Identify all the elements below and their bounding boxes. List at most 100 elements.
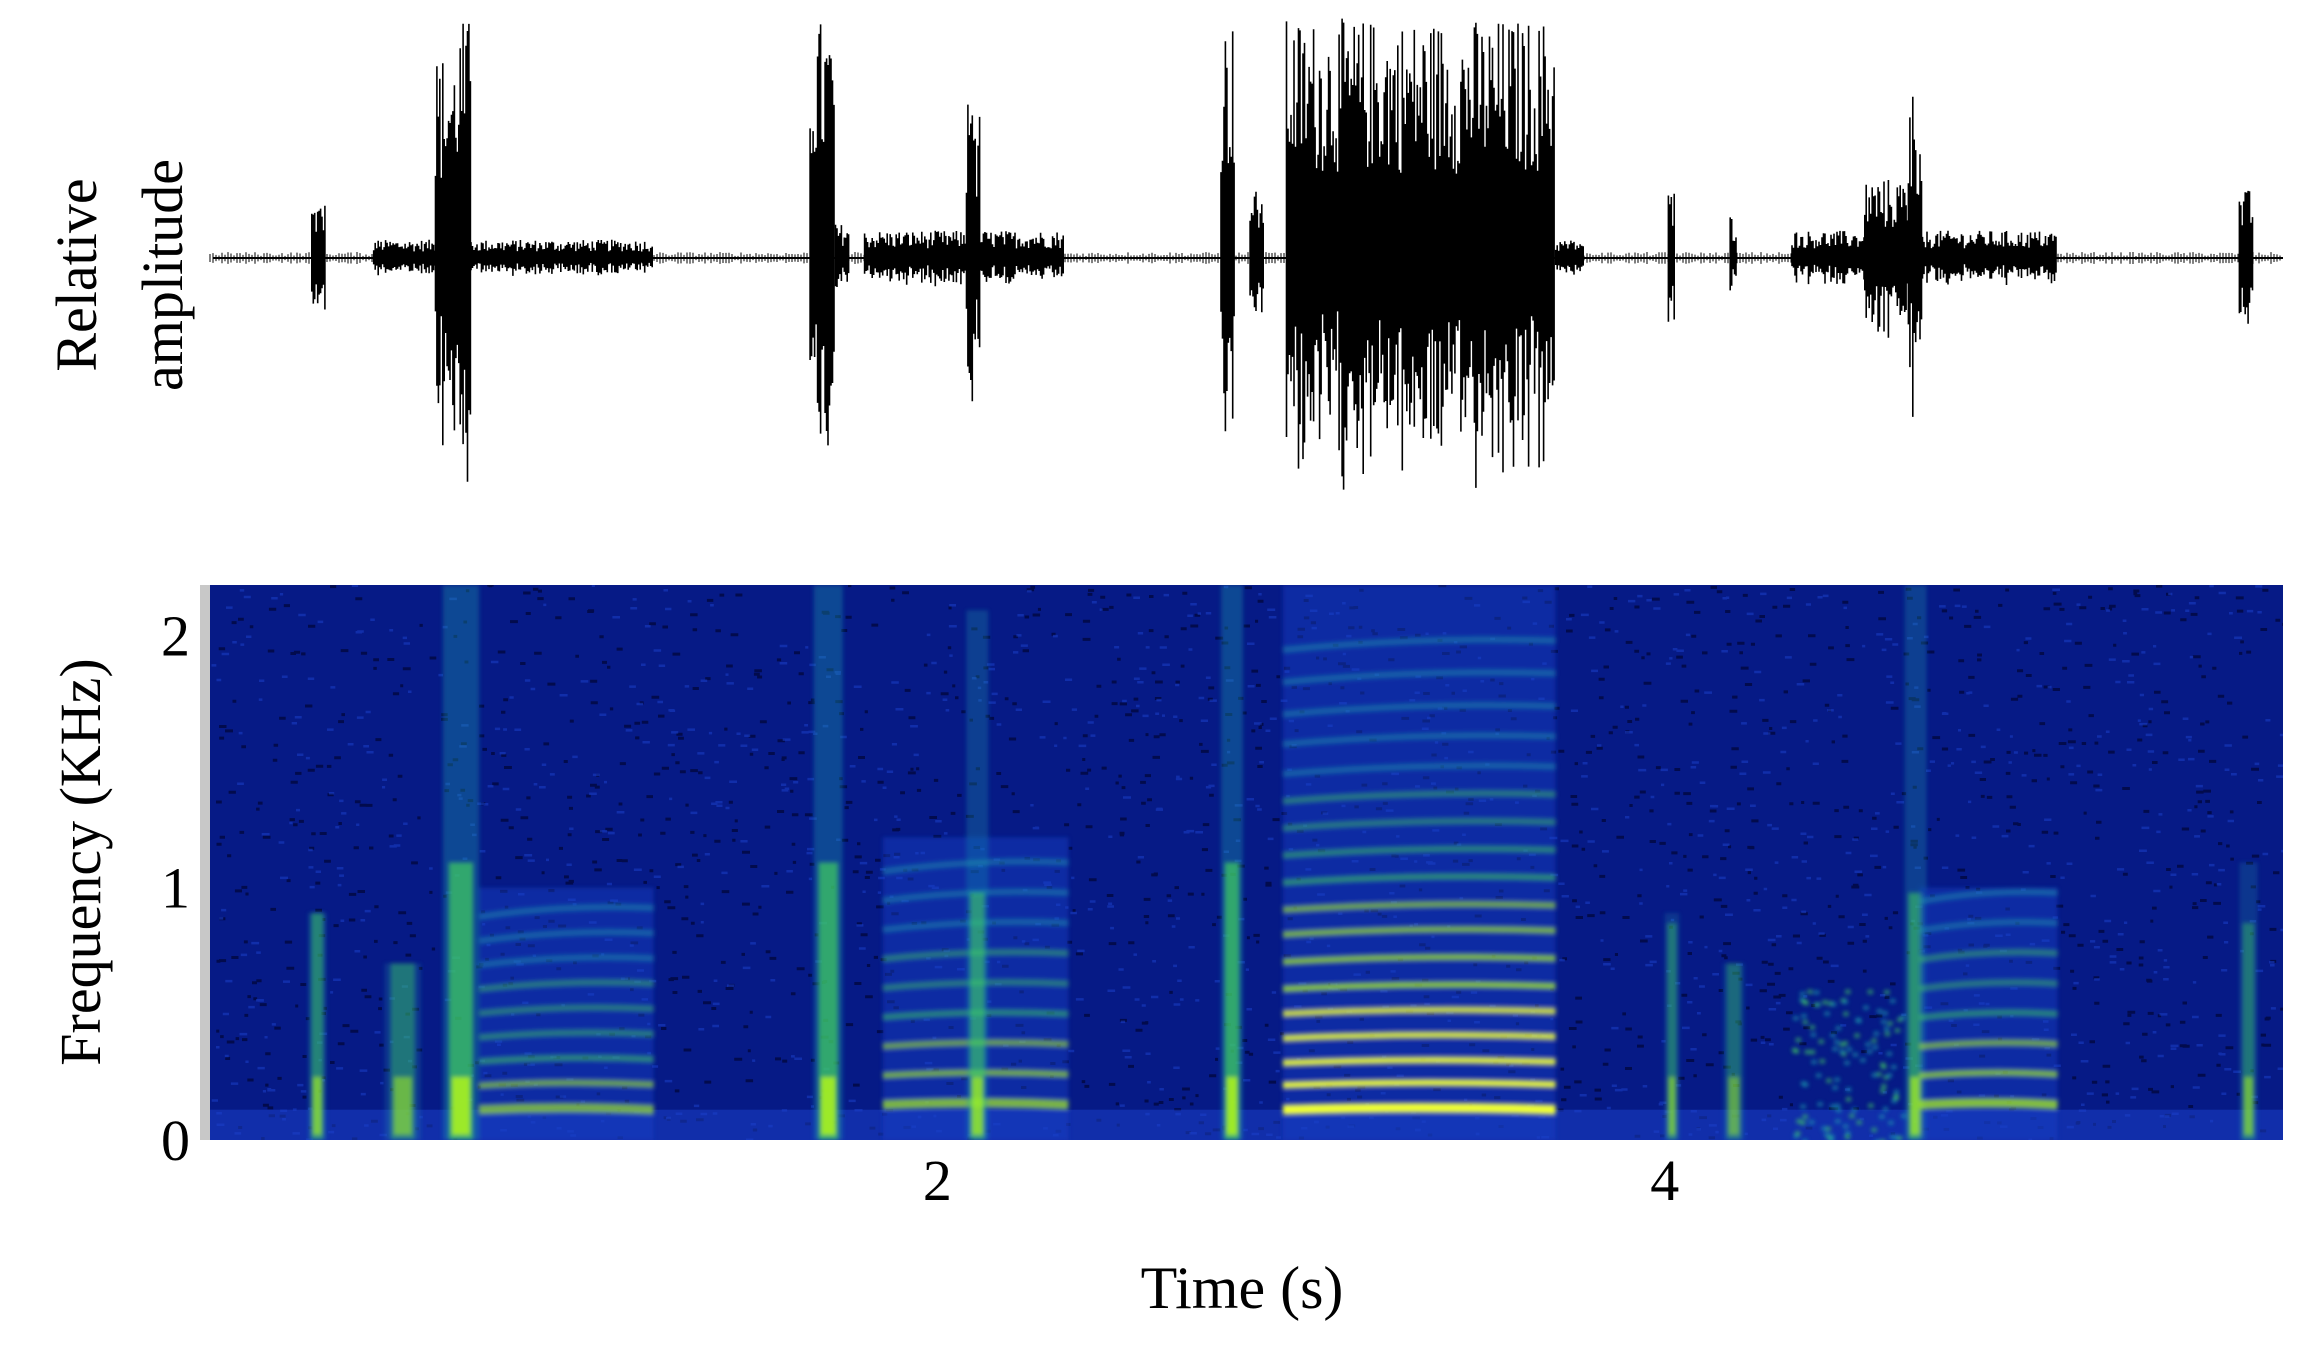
call-harmonic [1282, 1079, 1556, 1089]
call-noise-speck [1818, 1039, 1824, 1044]
call-noise-speck [1882, 1011, 1888, 1016]
call-noise-speck [1875, 1140, 1880, 1144]
call-noise-speck [1886, 1051, 1892, 1056]
call-noise-speck [1828, 1001, 1834, 1006]
call-noise-speck [1871, 1073, 1877, 1078]
call-core [818, 862, 838, 1140]
call-haze [1282, 585, 1556, 1140]
call-noise-speck [1891, 1065, 1897, 1070]
call-noise-speck [1828, 1138, 1834, 1140]
call-noise-speck [1877, 1009, 1882, 1014]
call-harmonic [1282, 845, 1556, 859]
call-noise-speck [1801, 1014, 1807, 1018]
call-noise-speck [1826, 1078, 1832, 1083]
call-hotspot [1226, 1076, 1238, 1135]
waveform-burst-trace [1729, 217, 1737, 291]
call-harmonic [1919, 1039, 2058, 1050]
call-noise-speck [1883, 1075, 1889, 1080]
call-noise-speck [1888, 1120, 1894, 1125]
call-noise-speck [1825, 1126, 1831, 1131]
call-harmonic [1919, 1069, 2058, 1079]
waveform-burst [1554, 240, 1584, 275]
call-harmonic [478, 1029, 654, 1041]
call-harmonic [1918, 918, 2058, 934]
waveform-burst [1220, 31, 1235, 432]
waveform-ylabel-line2: amplitude [130, 159, 195, 391]
call-harmonic [1282, 981, 1556, 992]
call-noise-speck [1868, 1103, 1874, 1108]
spectrogram-call [384, 963, 421, 1140]
call-harmonic [1282, 1057, 1556, 1066]
waveform-ylabel-line1: Relative [44, 178, 109, 371]
call-noise-speck [1881, 1019, 1887, 1024]
call-noise-speck [1867, 989, 1873, 994]
call-noise-speck [1890, 999, 1896, 1003]
call-noise-speck [1897, 1136, 1903, 1140]
waveform-noise [209, 252, 2281, 264]
call-noise-speck [1846, 1047, 1852, 1052]
call-hotspot [1910, 1076, 1922, 1135]
call-noise-speck [1900, 1015, 1905, 1020]
call-noise-speck [1893, 1094, 1899, 1099]
call-noise-speck [1832, 1047, 1838, 1051]
call-noise-speck [1835, 1103, 1841, 1108]
call-hotspot [312, 1076, 322, 1135]
call-noise-speck [1865, 1042, 1871, 1047]
call-noise-speck [1810, 1050, 1815, 1055]
call-noise-speck [1793, 1134, 1799, 1139]
call-noise-speck [1842, 1041, 1848, 1046]
call-noise-speck [1849, 1113, 1855, 1118]
waveform-burst [1729, 217, 1737, 291]
call-noise-speck [1832, 1085, 1838, 1090]
call-noise-speck [1795, 1131, 1801, 1136]
call-hotspot [451, 1076, 471, 1135]
waveform-burst-trace [1249, 191, 1264, 313]
call-noise-speck [1876, 1072, 1882, 1077]
call-harmonic [478, 929, 654, 944]
call-noise-speck [1845, 989, 1851, 994]
call-noise-speck [1802, 1020, 1808, 1025]
call-noise-speck [1841, 1052, 1847, 1057]
y-tick-label: 2 [161, 604, 190, 669]
spectrogram-call [1282, 585, 1556, 1140]
waveform-burst-trace [1220, 31, 1235, 432]
call-harmonic [1282, 1103, 1556, 1115]
call-noise-speck [1884, 1031, 1890, 1036]
call-harmonic [1282, 953, 1556, 965]
call-harmonic [1282, 1006, 1556, 1017]
call-noise-speck [1843, 1124, 1849, 1129]
call-noise-speck [1802, 1114, 1808, 1119]
spectrogram-y-ticks: 0 1 2 [161, 604, 190, 1174]
call-noise-speck [1881, 1064, 1887, 1069]
waveform-burst-trace [1554, 240, 1584, 275]
call-harmonic [1282, 1031, 1556, 1042]
waveform-burst [1285, 18, 1555, 490]
call-noise-speck [1883, 1107, 1888, 1112]
call-hotspot [1728, 1076, 1740, 1135]
call-harmonic [1918, 979, 2058, 992]
x-tick-label: 2 [923, 1148, 952, 1213]
spectrogram-call [478, 887, 654, 1140]
call-noise-speck [1851, 1107, 1857, 1112]
call-core [1667, 923, 1677, 1140]
spectrogram-call [2239, 862, 2258, 1140]
call-harmonic [478, 1103, 654, 1115]
call-noise-speck [1854, 1033, 1860, 1038]
call-noise-speck [1894, 1135, 1900, 1140]
waveform-burst [965, 104, 981, 402]
call-noise-speck [1810, 1032, 1816, 1037]
call-harmonic [1282, 901, 1556, 913]
call-noise-speck [1800, 1104, 1806, 1109]
call-noise-speck [1880, 1089, 1886, 1093]
call-noise-speck [1831, 1002, 1837, 1007]
call-noise-speck [1817, 1102, 1823, 1107]
call-noise-speck [1863, 1005, 1869, 1010]
call-harmonic [1918, 888, 2058, 905]
waveform-burst-trace [456, 23, 472, 482]
call-noise-speck [1839, 1049, 1845, 1054]
waveform-burst [1249, 191, 1264, 313]
waveform-bursts [209, 18, 2281, 490]
call-noise-speck [1884, 990, 1890, 995]
call-noise-speck [1814, 1002, 1820, 1007]
call-noise-speck [1819, 1059, 1825, 1064]
